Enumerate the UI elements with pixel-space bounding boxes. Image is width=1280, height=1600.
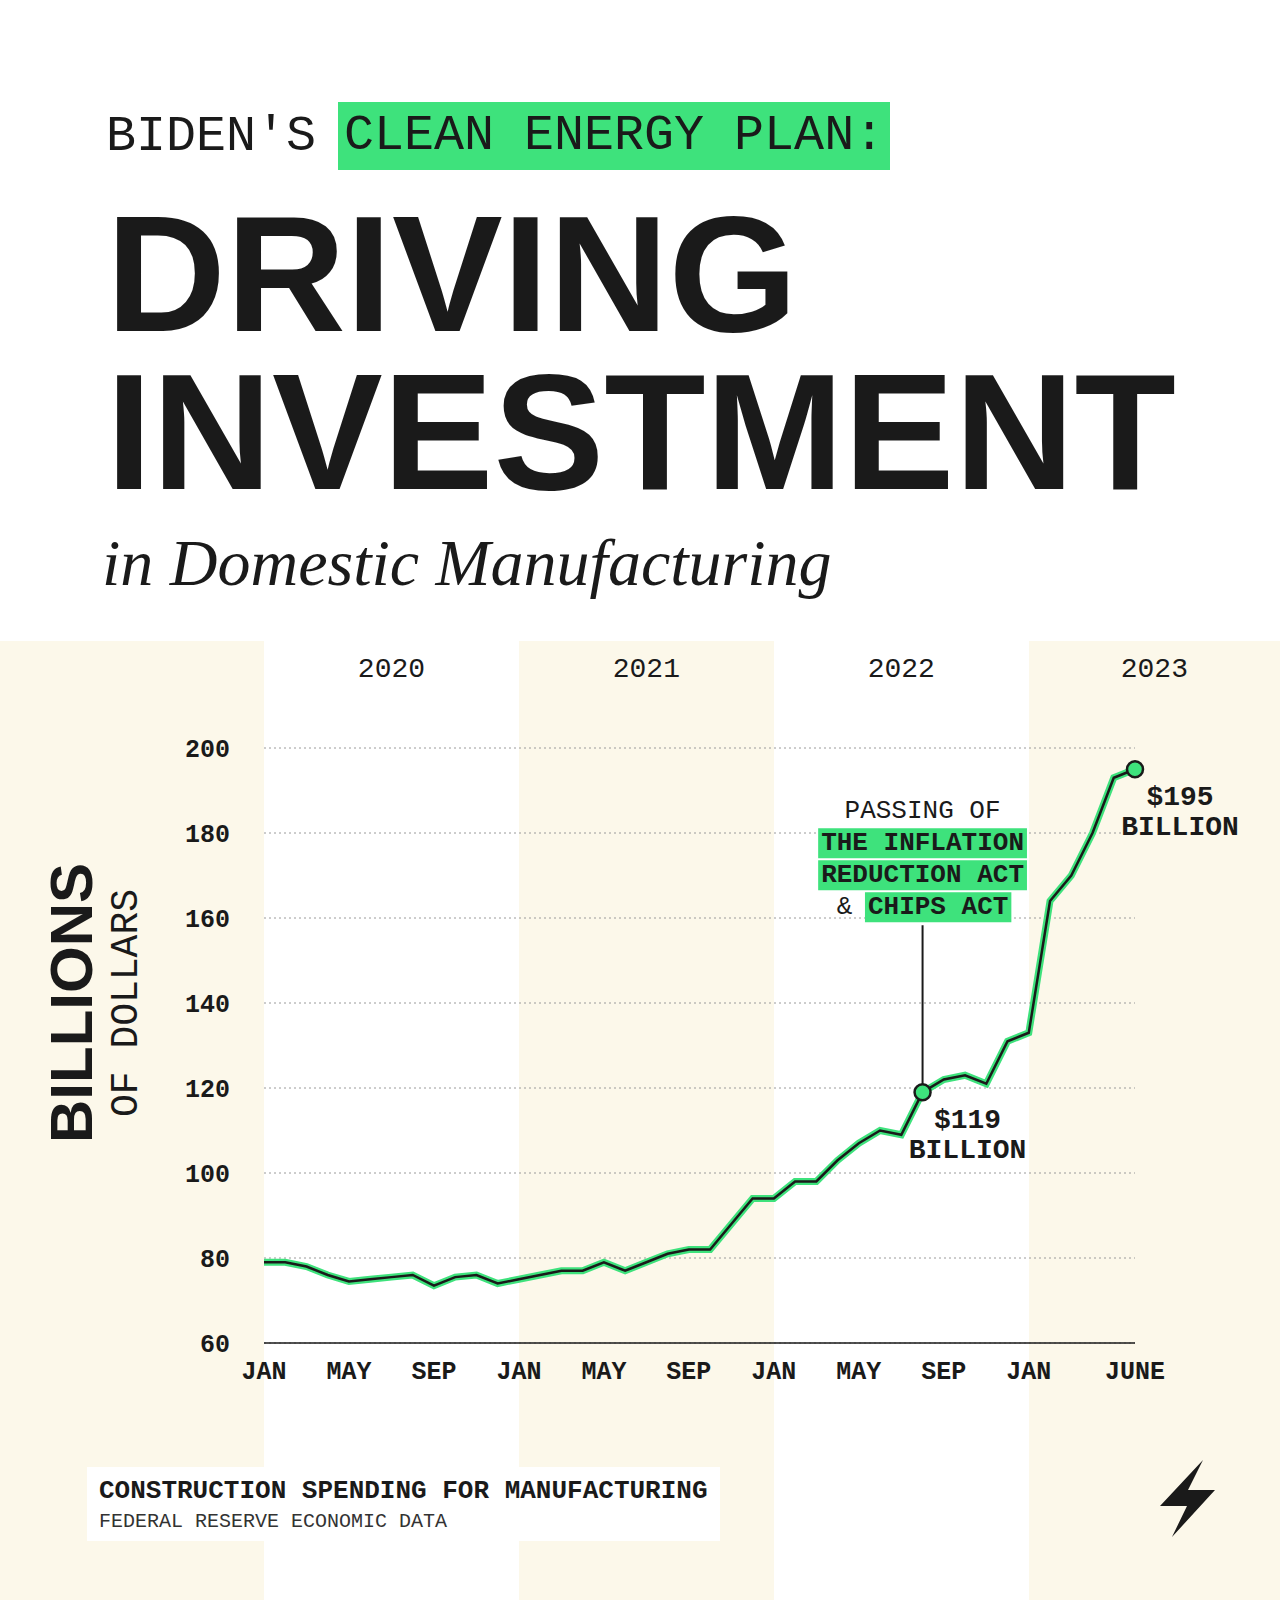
- svg-text:BILLION: BILLION: [1121, 812, 1239, 843]
- svg-text:60: 60: [200, 1331, 230, 1360]
- svg-text:SEP: SEP: [921, 1358, 966, 1387]
- svg-text:140: 140: [185, 991, 230, 1020]
- svg-text:180: 180: [185, 821, 230, 850]
- svg-text:JAN: JAN: [751, 1358, 796, 1387]
- svg-text:$119: $119: [934, 1105, 1001, 1136]
- svg-text:MAY: MAY: [326, 1358, 371, 1387]
- svg-text:JAN: JAN: [496, 1358, 541, 1387]
- svg-text:200: 200: [185, 736, 230, 765]
- html-text:CLEAN ENERGY PLAN:: CLEAN ENERGY PLAN:: [344, 107, 885, 164]
- svg-text:JAN: JAN: [241, 1358, 286, 1387]
- html-text:in Domestic Manufacturing: in Domestic Manufacturing: [102, 526, 832, 599]
- svg-text:JAN: JAN: [1006, 1358, 1051, 1387]
- svg-text:SEP: SEP: [411, 1358, 456, 1387]
- svg-text:JUNE: JUNE: [1105, 1358, 1165, 1387]
- svg-text:THE INFLATION: THE INFLATION: [821, 828, 1024, 858]
- svg-text:BILLION: BILLION: [909, 1135, 1027, 1166]
- svg-text:SEP: SEP: [666, 1358, 711, 1387]
- svg-text:&: &: [837, 892, 853, 922]
- html-text:OF DOLLARS: OF DOLLARS: [105, 889, 148, 1117]
- html-text:2020: 2020: [357, 654, 426, 685]
- html-text:2022: 2022: [867, 654, 935, 685]
- svg-text:MAY: MAY: [836, 1358, 881, 1387]
- html-text:INVESTMENT: INVESTMENT: [106, 339, 1176, 524]
- html-text:CONSTRUCTION SPENDING FOR MANU: CONSTRUCTION SPENDING FOR MANUFACTURING: [99, 1476, 708, 1506]
- html-text:BILLIONS: BILLIONS: [38, 863, 105, 1143]
- html-text:2021: 2021: [612, 654, 680, 685]
- svg-text:MAY: MAY: [581, 1358, 626, 1387]
- html-text:FEDERAL RESERVE ECONOMIC DATA: FEDERAL RESERVE ECONOMIC DATA: [99, 1510, 448, 1533]
- svg-text:120: 120: [185, 1076, 230, 1105]
- svg-text:80: 80: [200, 1246, 230, 1275]
- svg-text:160: 160: [185, 906, 230, 935]
- svg-text:PASSING OF: PASSING OF: [845, 796, 1001, 826]
- svg-text:$195: $195: [1146, 782, 1213, 813]
- svg-text:REDUCTION ACT: REDUCTION ACT: [821, 860, 1024, 890]
- html-text:BIDEN'S: BIDEN'S: [106, 107, 316, 165]
- svg-text:CHIPS ACT: CHIPS ACT: [868, 892, 1008, 922]
- html-text:2023: 2023: [1120, 654, 1188, 685]
- html-text:DRIVING: DRIVING: [106, 181, 798, 366]
- svg-text:100: 100: [185, 1161, 230, 1190]
